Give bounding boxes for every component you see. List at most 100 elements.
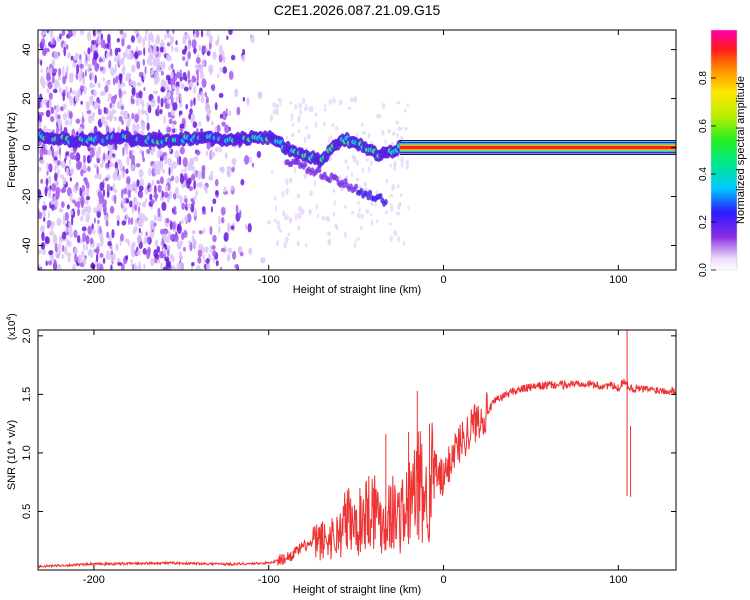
spectrogram-noise-mark (121, 170, 125, 179)
spectrogram-noise-mark (79, 30, 84, 36)
spectrogram-noise-mark (132, 264, 135, 270)
spectrogram-noise-mark (244, 223, 248, 230)
spectrogram-noise-mark (58, 67, 62, 77)
spectrogram-noise-mark (61, 30, 66, 37)
spectrogram-noise-mark (118, 73, 123, 82)
spectrogram-noise-mark (87, 31, 92, 42)
spectrogram-noise-mark (117, 126, 121, 134)
spectrogram-noise-mark (182, 72, 187, 81)
spectrogram-noise-mark (169, 234, 174, 241)
spectrogram-noise-mark (370, 160, 373, 166)
spectrogram-noise-mark (389, 235, 393, 242)
spectrogram-noise-mark (178, 251, 182, 257)
spectrogram-noise-mark (78, 73, 83, 83)
spectrogram-noise-mark (166, 42, 171, 47)
spectrogram-noise-mark (66, 204, 70, 210)
spectrogram-noise-mark (41, 210, 47, 218)
spectrogram-noise-mark (45, 177, 49, 187)
spectrogram-noise-mark (85, 213, 91, 223)
spectrogram-noise-mark (108, 142, 113, 152)
spectrogram-noise-mark (40, 178, 44, 184)
spectrogram-noise-mark (134, 204, 138, 211)
spectrogram-noise-mark (59, 174, 64, 180)
spectrogram-noise-mark (226, 222, 231, 233)
spectrogram-noise-mark (161, 201, 167, 211)
spectrogram-noise-mark (126, 176, 131, 185)
spectrogram-noise-mark (57, 118, 61, 129)
spectrogram-noise-mark (68, 220, 72, 229)
spectrogram-noise-mark (146, 249, 151, 260)
spectrogram-noise-mark (116, 174, 122, 181)
spectrogram-noise-mark (214, 146, 219, 153)
spectrogram-noise-mark (100, 33, 104, 40)
spectrogram-noise-mark (76, 89, 82, 98)
colorbar-frame (710, 29, 738, 271)
spectrogram-noise-mark (97, 219, 100, 225)
spectrogram-noise-mark (109, 205, 115, 214)
spectrogram-noise-mark (188, 35, 191, 41)
spectrogram-noise-mark (174, 47, 179, 53)
spectrogram-noise-mark (46, 162, 49, 171)
spectrogram-noise-mark (371, 219, 374, 226)
spectrogram-noise-mark (369, 212, 373, 216)
spectrogram-noise-mark (142, 38, 145, 48)
spectrogram-noise-mark (328, 237, 331, 245)
spectrogram-noise-mark (226, 35, 229, 41)
spectrogram-noise-mark (99, 203, 103, 213)
spectrogram-noise-mark (56, 81, 60, 88)
spectrogram-noise-mark (236, 106, 241, 116)
snr-y-tick-label: 0.5 (21, 504, 33, 519)
spectrogram-noise-mark (256, 150, 262, 159)
spectrogram-noise-mark (224, 152, 228, 160)
spectrogram-noise-mark (172, 30, 175, 35)
spectrogram-noise-mark (40, 68, 43, 73)
snr-x-label: Height of straight line (km) (293, 584, 421, 596)
spectrogram-noise-mark (117, 261, 123, 267)
spectrogram-noise-mark (359, 226, 364, 230)
spectrogram-noise-mark (91, 229, 96, 235)
spectrogram-noise-mark (102, 152, 106, 161)
spectrogram-noise-mark (82, 232, 87, 243)
spectrogram-noise-mark (54, 150, 59, 157)
spectrogram-noise-mark (113, 56, 119, 63)
spectrogram-noise-mark (176, 71, 182, 79)
spectrogram-noise-mark (124, 146, 128, 151)
spectrogram-noise-mark (338, 99, 343, 106)
spectrogram-noise-mark (116, 219, 120, 227)
spectrogram-noise-mark (49, 30, 54, 38)
spectrogram-noise-mark (100, 115, 106, 125)
spectrogram-noise-mark (402, 241, 406, 246)
spectrogram-noise-mark (164, 103, 170, 109)
spectrogram-noise-mark (43, 216, 46, 222)
spectrogram-noise-mark (189, 108, 193, 115)
spectrogram-noise-mark (159, 160, 164, 170)
spectrogram-noise-mark (234, 88, 239, 98)
spectrogram-noise-mark (127, 189, 131, 199)
spectrogram-noise-mark (288, 217, 293, 224)
spectrogram-noise-mark (39, 111, 45, 117)
spectrogram-noise-mark (211, 245, 216, 250)
spectrogram-noise-mark (343, 231, 348, 239)
spectrogram-noise-mark (163, 191, 169, 198)
spectrogram-noise-mark (389, 222, 392, 226)
spectrogram-noise-mark (103, 39, 106, 50)
spectrogram-noise-mark (135, 58, 138, 64)
spectrogram-noise-mark (200, 91, 204, 99)
spectrogram-noise-mark (350, 171, 353, 177)
spectrogram-noise-mark (137, 234, 142, 244)
spectrogram-noise-mark (144, 30, 149, 36)
spectrogram-noise-mark (195, 189, 198, 197)
spectrogram-noise-mark (76, 235, 81, 244)
spectrogram-noise-mark (111, 109, 117, 115)
spectrogram-noise-mark (120, 188, 124, 199)
spectrogram-noise-mark (130, 258, 133, 267)
spectrogram-noise-mark (85, 243, 88, 252)
spectrogram-noise-mark (114, 143, 118, 151)
spectrogram-noise-mark (144, 110, 148, 116)
spectrogram-noise-mark (119, 30, 124, 35)
spectrogram-noise-mark (150, 199, 155, 204)
spectrogram-noise-mark (193, 195, 197, 201)
spectrogram-noise-mark (185, 103, 188, 110)
spectrogram-noise-mark (391, 184, 396, 191)
spectrogram-noise-mark (108, 59, 112, 69)
